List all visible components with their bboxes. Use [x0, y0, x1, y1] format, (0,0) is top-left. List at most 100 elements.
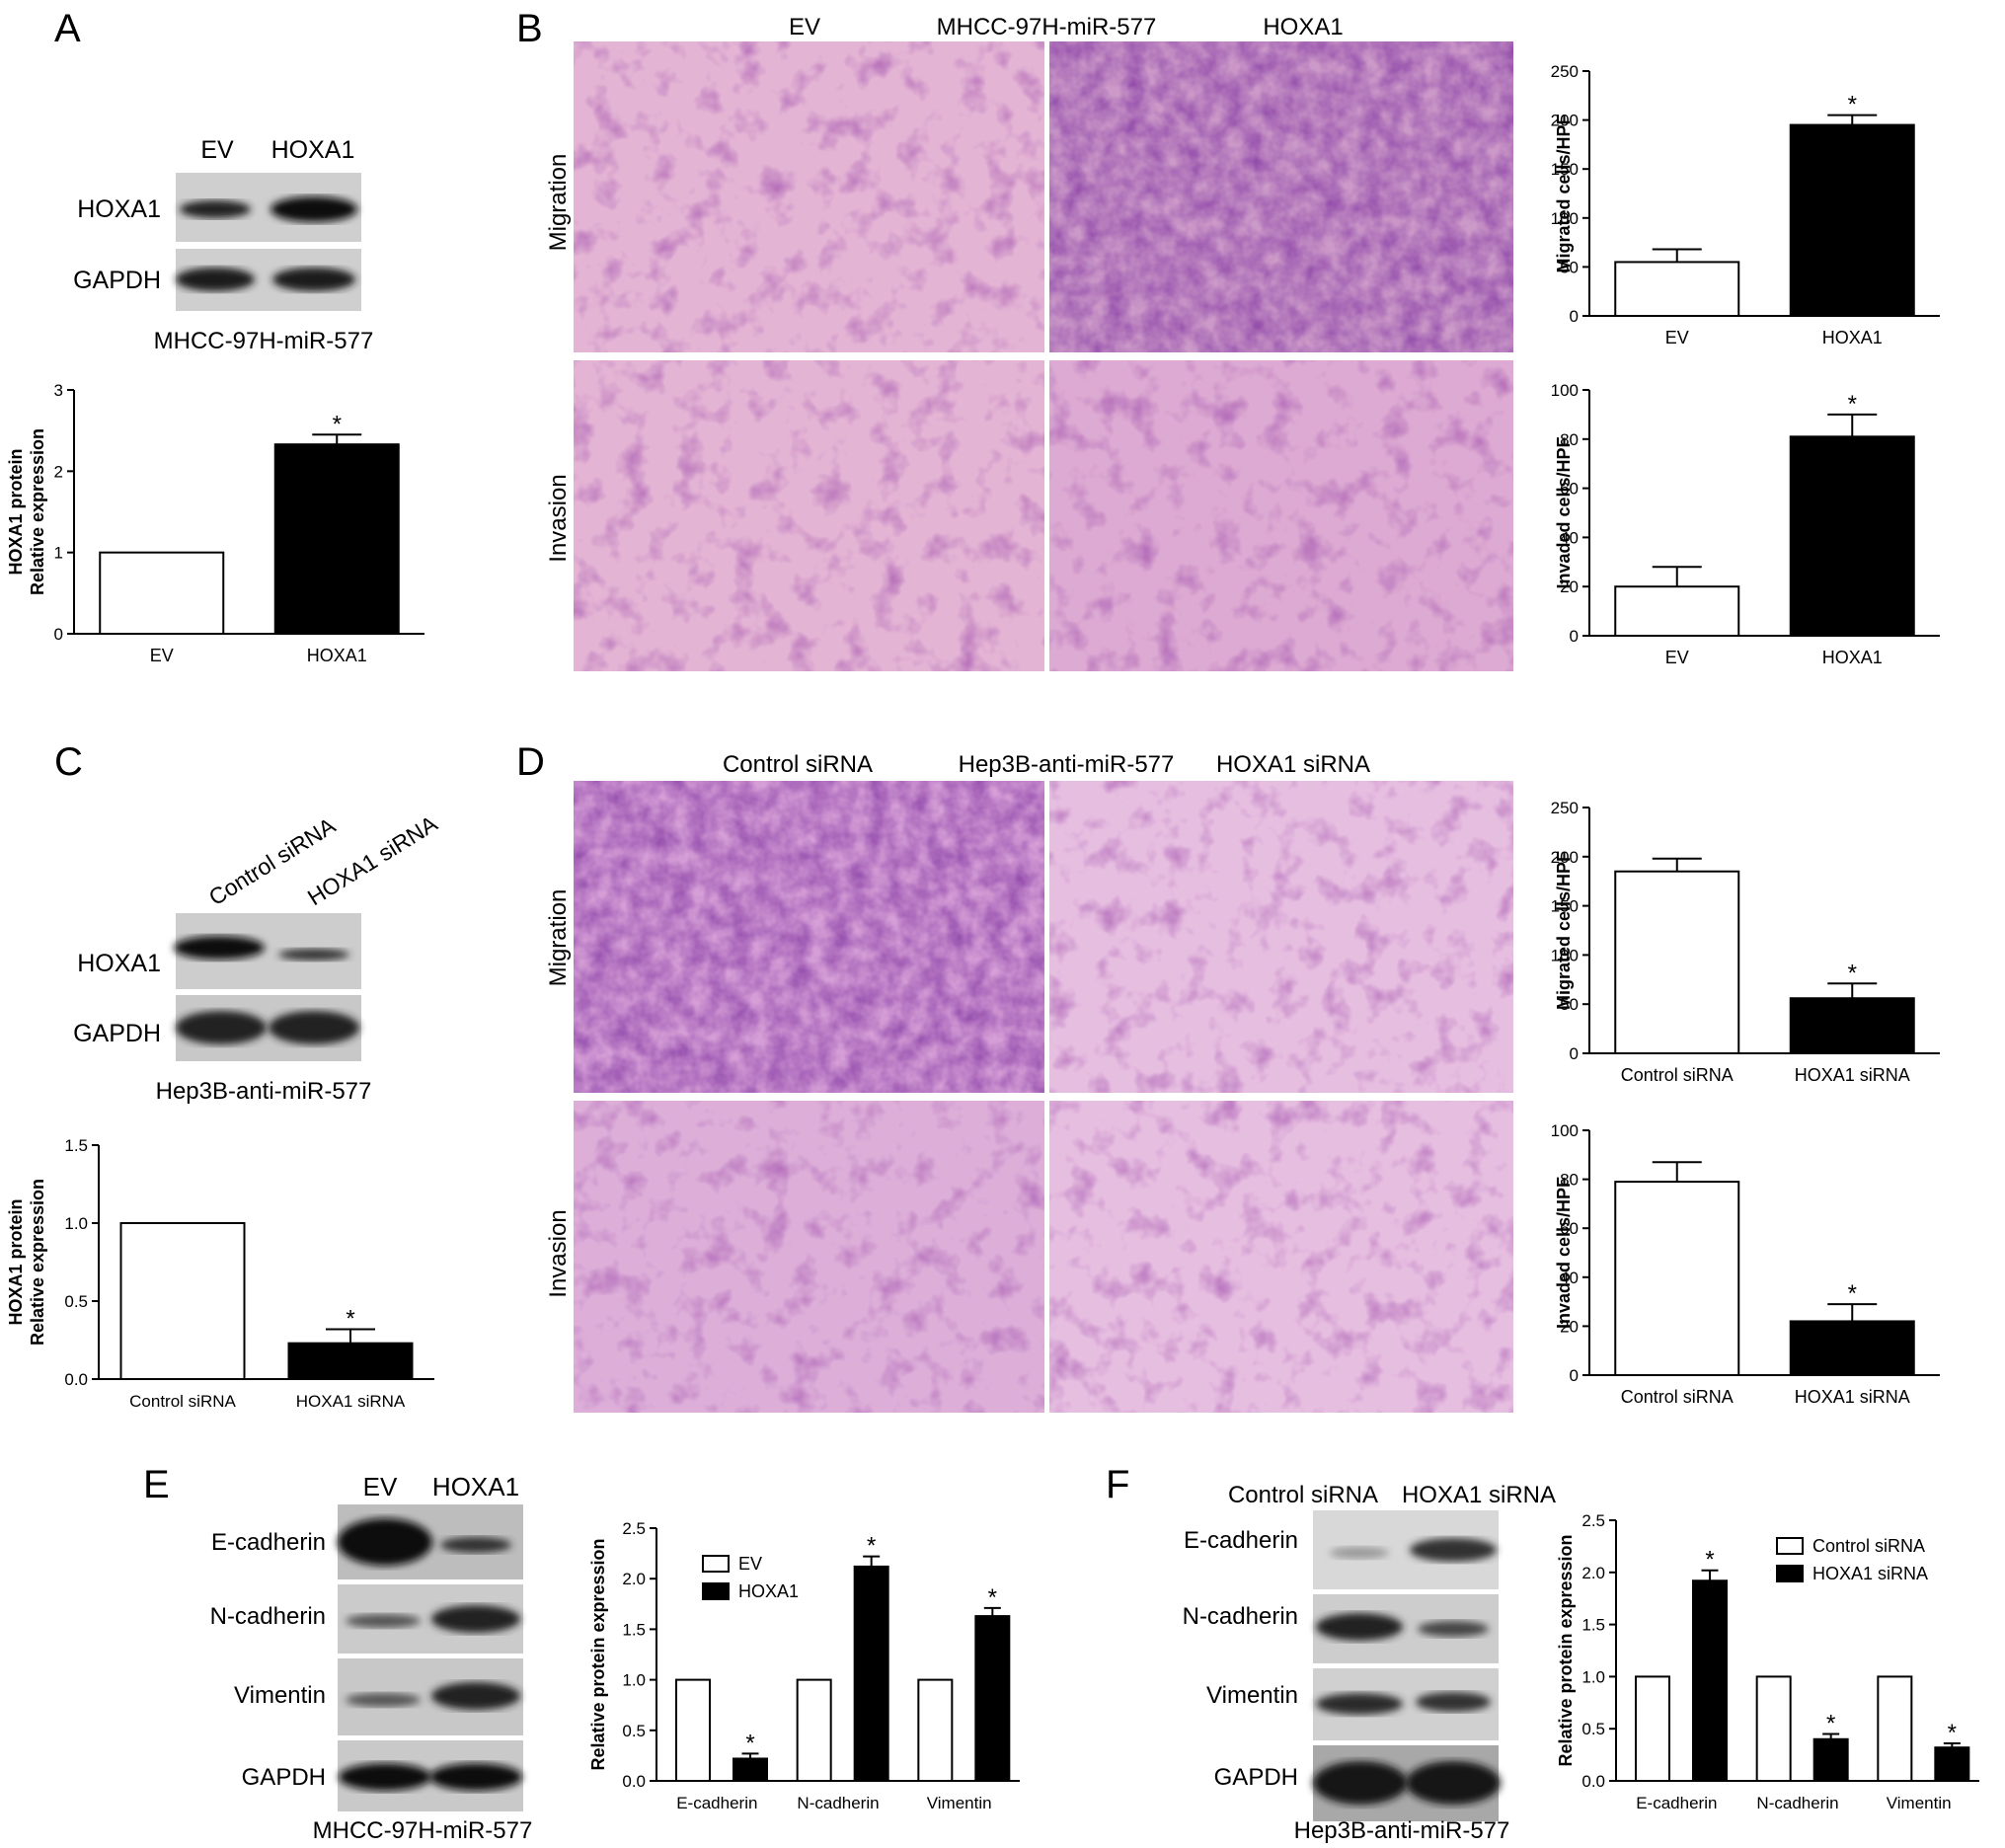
- chart-b-invasion: 0 20 40 60 80 100 Invaded cells/HPF EV * HOXA1: [1551, 381, 1940, 667]
- chart-f-category-label: Vimentin: [1887, 1794, 1952, 1812]
- chart-e-significance-star: *: [988, 1584, 997, 1611]
- chart-b-invasion-y-label: Invaded cells/HPF: [1554, 436, 1574, 588]
- chart-b-invasion-tick-label: 20: [1560, 578, 1579, 596]
- chart-f-bar-control-sirna-n-cadherin: [1755, 1675, 1792, 1783]
- chart-b-migration-tick-label: 100: [1551, 209, 1579, 228]
- chart-b-migration-tick-label: 150: [1551, 160, 1579, 179]
- blot-a-caption: MHCC-97H-miR-577: [154, 328, 374, 354]
- chart-b-migration-tick-label: 250: [1551, 62, 1579, 81]
- chart-d-invasion-category-label: HOXA1 siRNA: [1795, 1387, 1910, 1407]
- panel-e-blot: EV HOXA1 E-cadherin N-cadherin Vimentin …: [210, 1472, 533, 1844]
- chart-f-significance-star: *: [1826, 1710, 1835, 1736]
- blot-f-band-hoxa1-ecad: [1410, 1538, 1497, 1562]
- blot-c-row-gapdh: GAPDH: [73, 1020, 161, 1047]
- chart-a-bar-hoxa1: [273, 443, 400, 635]
- chart-f-legend-entry: HOXA1 siRNA: [1812, 1564, 1928, 1583]
- blot-f-row-gapdh: GAPDH: [1214, 1764, 1298, 1791]
- chart-d-migration-bar-hoxa1-sirna: [1789, 997, 1915, 1054]
- blot-e-band-ev-gapdh: [339, 1763, 431, 1791]
- chart-a-y-label: HOXA1 protein: [6, 448, 26, 575]
- chart-e-category-label: E-cadherin: [676, 1794, 757, 1812]
- chart-f-y-label: Relative protein expression: [1556, 1534, 1576, 1766]
- chart-d-migration-tick-label: 250: [1551, 799, 1579, 817]
- blot-c-band-control-hoxa1: [174, 936, 265, 960]
- chart-f-tick-label: 0.5: [1581, 1720, 1605, 1738]
- micro-b-mig-ev-cells: [574, 41, 1044, 352]
- chart-e-tick-label: 2.5: [622, 1519, 646, 1538]
- panel-b-micrographs: EV MHCC-97H-miR-577 HOXA1 Migration Inva…: [545, 14, 1513, 671]
- blot-c-band-control-gapdh: [176, 1011, 267, 1044]
- chart-c-category-label: Control siRNA: [129, 1392, 236, 1411]
- chart-d-migration-significance-star: *: [1848, 960, 1857, 986]
- blot-f-band-hoxa1-ncad: [1418, 1621, 1489, 1637]
- micro-d-header-right: HOXA1 siRNA: [1216, 751, 1370, 778]
- blot-a-row-gapdh: GAPDH: [73, 267, 161, 294]
- panel-letter-e: E: [143, 1463, 170, 1506]
- micro-b-inv-ev-cells: [574, 360, 1044, 671]
- blot-e-band-hoxa1-ecad: [440, 1537, 511, 1553]
- chart-e-tick-label: 2.0: [622, 1570, 646, 1588]
- micro-d-inv-control-cells: [574, 1101, 1044, 1413]
- chart-b-migration-y-label: Migrated cells/HPF: [1554, 114, 1574, 272]
- chart-e-category-label: Vimentin: [927, 1794, 992, 1812]
- chart-f-significance-star: *: [1705, 1547, 1714, 1574]
- panel-letter-f: F: [1106, 1463, 1129, 1506]
- chart-d-invasion-tick-label: 60: [1560, 1219, 1579, 1238]
- chart-f-bar-hoxa1-sirna-vimentin: [1934, 1746, 1970, 1783]
- chart-e: 0.0 0.5 1.0 1.5 2.0 2.5 Relative protein expre…: [588, 1519, 1020, 1812]
- chart-d-migration-category-label: HOXA1 siRNA: [1795, 1065, 1910, 1085]
- blot-a-band-ev-hoxa1: [180, 200, 251, 218]
- micro-b-rowlabel-invasion: Invasion: [545, 474, 572, 562]
- chart-a-y-label: Relative expression: [28, 428, 47, 595]
- panel-a-blot: EV HOXA1 HOXA1 GAPDH MHCC-97H-miR-577: [73, 136, 373, 354]
- blot-e-lane-ev: EV: [363, 1472, 398, 1502]
- chart-d-migration-tick-label: 150: [1551, 897, 1579, 916]
- blot-f-row-vim: Vimentin: [1206, 1682, 1298, 1709]
- chart-b-invasion-tick-label: 100: [1551, 381, 1579, 400]
- blot-e-row-ncad: N-cadherin: [210, 1603, 326, 1630]
- chart-c-y-label: Relative expression: [28, 1179, 47, 1346]
- chart-f-tick-label: 2.0: [1581, 1564, 1605, 1582]
- chart-a-bar-ev: [99, 551, 225, 636]
- chart-d-invasion-category-label: Control siRNA: [1621, 1387, 1734, 1407]
- chart-b-invasion-tick-label: 40: [1560, 528, 1579, 547]
- chart-a-category-label: EV: [150, 646, 174, 665]
- chart-c-y-label: HOXA1 protein: [6, 1198, 26, 1325]
- chart-e-bar-ev-e-cadherin: [675, 1678, 711, 1782]
- chart-e-legend-swatch: [702, 1555, 730, 1573]
- blot-e-caption: MHCC-97H-miR-577: [313, 1817, 533, 1844]
- chart-f-tick-label: 1.5: [1581, 1616, 1605, 1635]
- chart-b-migration-tick-label: 200: [1551, 112, 1579, 130]
- chart-d-invasion-tick-label: 80: [1560, 1171, 1579, 1190]
- chart-f-bar-hoxa1-sirna-e-cadherin: [1692, 1579, 1728, 1783]
- chart-e-significance-star: *: [867, 1533, 876, 1560]
- micro-b-rowlabel-migration: Migration: [545, 154, 572, 252]
- blot-a-row-hoxa1: HOXA1: [77, 195, 161, 223]
- blot-e-band-hoxa1-gapdh: [429, 1763, 522, 1791]
- blot-e-band-ev-ncad: [346, 1614, 421, 1628]
- blot-a-band-hoxa1-gapdh: [272, 268, 355, 291]
- chart-f-legend-swatch: [1776, 1537, 1804, 1555]
- blot-e-band-hoxa1-ncad: [431, 1605, 520, 1633]
- micro-d-mig-control-cells: [574, 781, 1044, 1093]
- blot-f-band-control-gapdh: [1313, 1761, 1408, 1805]
- chart-d-invasion-bar-hoxa1-sirna: [1789, 1320, 1915, 1376]
- chart-d-invasion-tick-label: 100: [1551, 1121, 1579, 1140]
- chart-f-tick-label: 0.0: [1581, 1772, 1605, 1791]
- chart-a: 0 1 2 3 HOXA1 protein Relative expression EV * H…: [6, 381, 424, 665]
- micro-b-mig-hoxa1-cells: [1049, 41, 1513, 352]
- chart-d-migration-category-label: Control siRNA: [1621, 1065, 1734, 1085]
- micro-d-mig-hoxa1-cells: [1049, 781, 1513, 1093]
- micro-d-header-center: Hep3B-anti-miR-577: [959, 751, 1175, 778]
- chart-f-legend-swatch: [1776, 1565, 1804, 1582]
- chart-e-bar-hoxa1-e-cadherin: [733, 1757, 768, 1783]
- blot-c-band-hoxa1-hoxa1: [278, 949, 349, 961]
- chart-c: 0.0 0.5 1.0 1.5 HOXA1 protein Relative expres…: [6, 1136, 434, 1411]
- blot-e-row-ecad: E-cadherin: [211, 1529, 326, 1556]
- chart-c-significance-star: *: [346, 1305, 354, 1332]
- chart-e-legend-entry: HOXA1: [738, 1581, 799, 1601]
- chart-b-invasion-bar-hoxa1: [1789, 435, 1915, 637]
- chart-e-legend-swatch: [702, 1582, 730, 1600]
- chart-c-bar-control-sirna: [119, 1222, 246, 1380]
